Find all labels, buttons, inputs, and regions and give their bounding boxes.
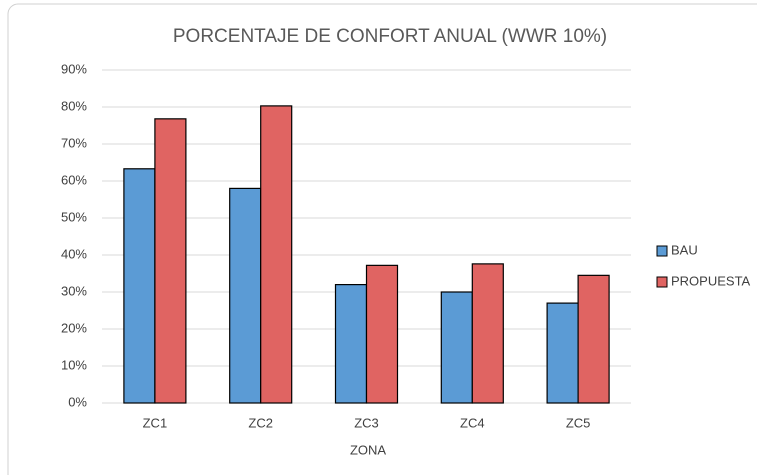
bar — [577, 274, 610, 404]
y-tick-label: 10% — [61, 357, 87, 372]
y-tick-label: 40% — [61, 246, 87, 261]
chart-frame — [7, 3, 757, 475]
bar — [334, 284, 368, 404]
y-tick-label: 20% — [61, 320, 87, 335]
bar — [365, 264, 399, 404]
y-tick-label: 80% — [61, 98, 87, 113]
y-tick-label: 60% — [61, 172, 87, 187]
bar — [546, 302, 579, 404]
y-tick-label: 90% — [61, 61, 87, 76]
x-tick-label: ZC1 — [143, 415, 168, 430]
x-tick-label: ZC2 — [248, 415, 273, 430]
x-tick-label: ZC3 — [354, 415, 379, 430]
bar — [123, 168, 156, 404]
y-tick-label: 30% — [61, 283, 87, 298]
x-axis-label: ZONA — [350, 442, 386, 457]
legend-swatch — [656, 245, 668, 257]
y-tick-label: 0% — [68, 394, 87, 409]
y-tick-label: 50% — [61, 209, 87, 224]
bar — [229, 187, 262, 404]
legend-label: PROPUESTA — [671, 273, 751, 288]
bar — [440, 291, 473, 404]
legend-swatch — [656, 276, 668, 288]
x-tick-label: ZC5 — [566, 415, 591, 430]
bar — [154, 118, 187, 404]
x-tick-label: ZC4 — [460, 415, 485, 430]
legend-label: BAU — [671, 242, 698, 257]
chart-title: PORCENTAJE DE CONFORT ANUAL (WWR 10%) — [173, 26, 607, 47]
y-tick-label: 70% — [61, 135, 87, 150]
bar — [260, 105, 293, 404]
bar — [471, 263, 504, 404]
